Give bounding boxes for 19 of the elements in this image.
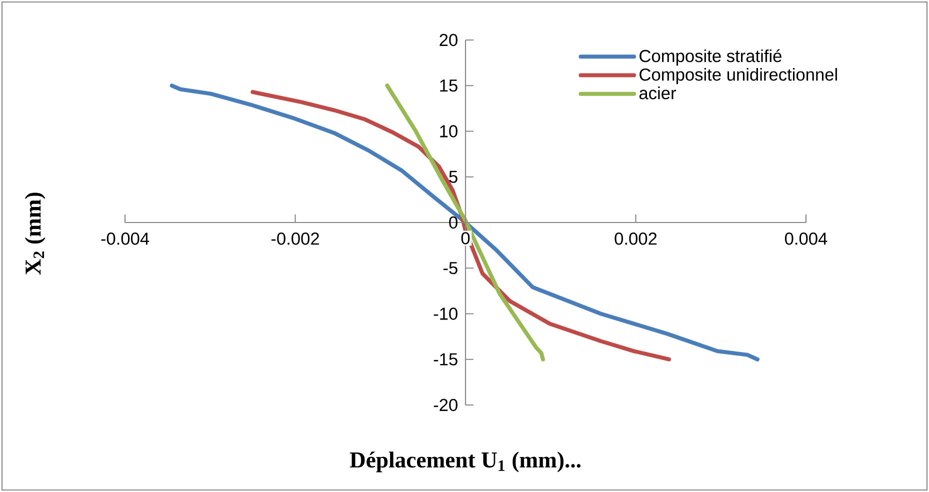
x-tick-label: 0.002	[614, 232, 657, 245]
y-tick-label: 0	[449, 216, 458, 229]
y-tick-label: 15	[440, 80, 458, 92]
legend-label: acier	[639, 86, 676, 100]
y-tick-label: -15	[434, 353, 458, 366]
legend-label: Composite stratifié	[640, 49, 782, 66]
y-axis-title: X$_{2}$ (mm)	[24, 192, 46, 275]
y-tick-label: 5	[449, 170, 458, 183]
y-tick-label: 20	[440, 34, 458, 46]
x-tick-label: 0	[461, 232, 470, 244]
x-tick-label: -0.004	[101, 232, 150, 245]
x-tick-label: 0.004	[784, 232, 828, 245]
x-axis-title: Déplacement U$_{1}$ (mm)...	[350, 452, 581, 472]
y-tick-label: -10	[434, 308, 458, 320]
legend-label: Composite unidirectionnel	[640, 68, 837, 84]
y-tick-label: 10	[440, 125, 458, 138]
y-tick-label: -20	[434, 398, 458, 412]
y-tick-label: -5	[443, 262, 458, 274]
x-tick-label: -0.002	[271, 232, 319, 245]
